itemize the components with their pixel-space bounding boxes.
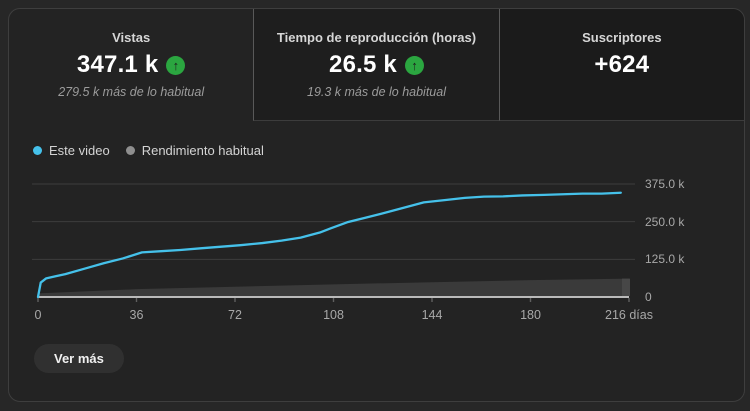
rendimiento-habitual-dot-icon bbox=[125, 145, 135, 155]
trend-up-icon: ↑ bbox=[404, 55, 424, 75]
chart-canvas bbox=[32, 183, 635, 302]
habitual-area-end bbox=[622, 278, 630, 296]
tab-tiempo-title: Tiempo de reproducción (horas) bbox=[276, 30, 477, 45]
tab-suscriptores-value-row: +624 bbox=[594, 51, 649, 79]
metric-tabs: Vistas 347.1 k ↑ 279.5 k más de lo habit… bbox=[9, 9, 744, 121]
x-tick-label: 144 bbox=[421, 308, 443, 322]
habitual-area bbox=[38, 278, 629, 296]
legend-label-rendimiento-habitual: Rendimiento habitual bbox=[141, 142, 264, 158]
tab-tiempo-value: 26.5 k bbox=[329, 51, 397, 78]
tab-vistas-value-row: 347.1 k ↑ bbox=[76, 51, 186, 79]
y-tick-label: 250.0 k bbox=[645, 214, 685, 229]
tab-tiempo-reproduccion[interactable]: Tiempo de reproducción (horas) 26.5 k ↑ … bbox=[253, 9, 499, 121]
este-video-line bbox=[36, 191, 622, 299]
analytics-card: Vistas 347.1 k ↑ 279.5 k más de lo habit… bbox=[8, 8, 745, 402]
tab-suscriptores-title: Suscriptores bbox=[582, 30, 662, 45]
tab-suscriptores-value: +624 bbox=[594, 51, 650, 78]
trend-up-icon: ↑ bbox=[166, 55, 186, 75]
legend-label-este-video: Este video bbox=[49, 142, 110, 158]
y-tick-label: 0 bbox=[645, 290, 652, 304]
tab-vistas-value: 347.1 k bbox=[76, 51, 159, 78]
ver-mas-button[interactable]: Ver más bbox=[34, 344, 124, 373]
x-tick-label: 72 bbox=[228, 308, 242, 322]
x-tick-label: 36 bbox=[129, 308, 144, 322]
legend-item-rendimiento-habitual: Rendimiento habitual bbox=[125, 142, 264, 158]
este-video-dot-icon bbox=[33, 145, 42, 155]
chart-legend: Este video Rendimiento habitual bbox=[33, 141, 280, 159]
x-tick-label: 108 bbox=[323, 308, 344, 322]
performance-chart: 0 36 72 108 144 180 216 días 0 125.0 k 250.0 k 375… bbox=[9, 169, 744, 327]
y-tick-label: 375.0 k bbox=[645, 177, 685, 191]
x-tick-label: 0 bbox=[34, 308, 42, 322]
tab-vistas-delta: 279.5 k más de lo habitual bbox=[58, 85, 205, 99]
x-tick-label: 216 días bbox=[605, 308, 653, 322]
tab-tiempo-value-row: 26.5 k ↑ bbox=[329, 51, 424, 79]
tab-suscriptores[interactable]: Suscriptores +624 bbox=[498, 9, 744, 121]
y-tick-label: 125.0 k bbox=[645, 252, 685, 267]
legend-item-este-video: Este video bbox=[33, 143, 110, 158]
tab-tiempo-delta: 19.3 k más de lo habitual bbox=[307, 85, 446, 99]
x-tick-label: 180 bbox=[520, 308, 541, 322]
tab-vistas[interactable]: Vistas 347.1 k ↑ 279.5 k más de lo habit… bbox=[9, 9, 253, 121]
tab-vistas-title: Vistas bbox=[112, 30, 151, 45]
